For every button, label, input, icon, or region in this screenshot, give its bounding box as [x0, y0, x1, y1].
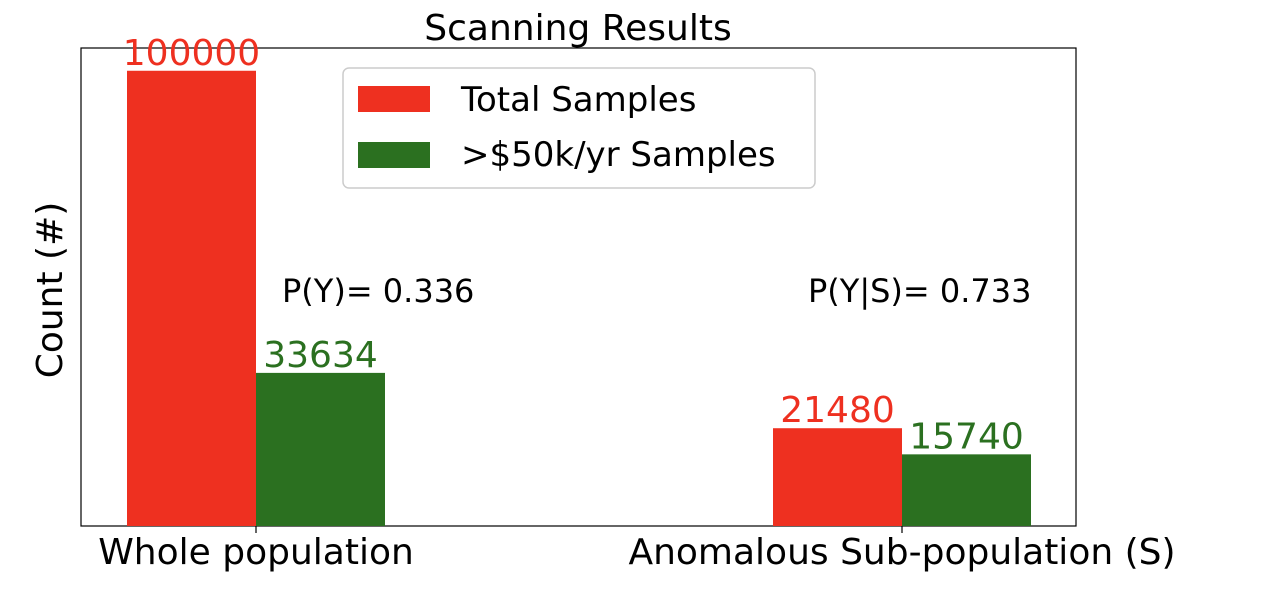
bars-layer [127, 70, 1031, 526]
chart-title: Scanning Results [424, 8, 731, 49]
bar-total-samples-whole-population [127, 70, 256, 526]
bar-50k-yr-samples-whole-population [256, 372, 385, 526]
x-tick-label-anomalous-sub-population-s: Anomalous Sub-population (S) [628, 532, 1175, 573]
legend-swatch-over-50k-samples [358, 142, 430, 168]
bar-50k-yr-samples-anomalous-sub-population-s [902, 454, 1031, 526]
value-label-50k-yr-samples-anomalous-sub-population-s: 15740 [909, 416, 1024, 457]
x-tick-label-whole-population: Whole population [98, 532, 414, 573]
x-tick-labels: Whole population Anomalous Sub-population… [98, 526, 1176, 573]
legend-frame [342, 67, 816, 189]
y-axis-label: Count (#) [30, 202, 71, 379]
annotation-p-y: P(Y)= 0.336 [282, 272, 474, 310]
value-label-50k-yr-samples-whole-population: 33634 [263, 335, 378, 376]
plot-area-frame [80, 47, 1077, 527]
value-label-total-samples-whole-population: 100000 [123, 33, 260, 74]
legend: Total Samples >$50k/yr Samples [342, 67, 816, 189]
legend-swatch-total-samples [358, 86, 430, 112]
value-label-total-samples-anomalous-sub-population-s: 21480 [780, 390, 895, 431]
bar-total-samples-anomalous-sub-population-s [773, 428, 902, 526]
value-labels: 100000 33634 21480 15740 [123, 33, 1024, 458]
legend-label-total-samples: Total Samples [460, 80, 696, 120]
annotation-p-y-given-s: P(Y|S)= 0.733 [808, 272, 1032, 310]
legend-label-over-50k-samples: >$50k/yr Samples [461, 135, 776, 175]
